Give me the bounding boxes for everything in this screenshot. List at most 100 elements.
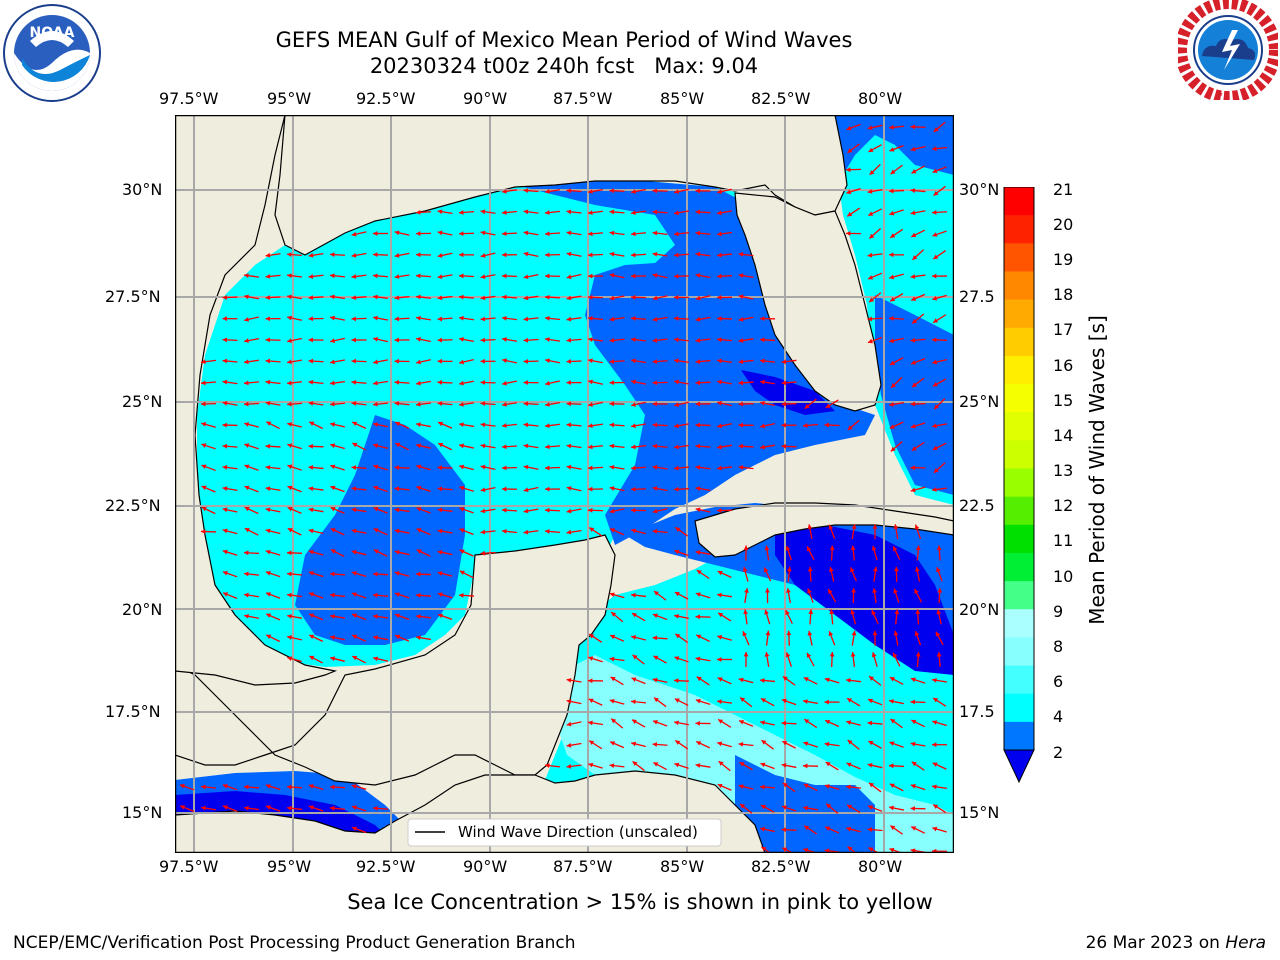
- wind-wave-arrow: [867, 124, 883, 131]
- wind-wave-arrow: [609, 508, 625, 514]
- wind-wave-arrow: [932, 697, 947, 707]
- wind-wave-arrow: [609, 380, 625, 386]
- wind-wave-arrow: [742, 566, 749, 582]
- wind-wave-arrow: [415, 231, 432, 236]
- wind-wave-arrow: [652, 422, 668, 428]
- wind-wave-arrow: [932, 378, 947, 387]
- wind-wave-arrow: [587, 337, 604, 342]
- wind-wave-arrow: [631, 741, 646, 748]
- wind-wave-arrow: [630, 273, 647, 279]
- wind-wave-arrow: [695, 720, 711, 726]
- wind-wave-arrow: [631, 401, 646, 407]
- wind-wave-arrow: [394, 592, 410, 599]
- wind-wave-arrow: [330, 548, 345, 558]
- wind-wave-arrow: [609, 337, 625, 343]
- colorbar-segment: [1004, 187, 1034, 216]
- wind-wave-arrow: [868, 292, 882, 303]
- wind-wave-arrow: [222, 379, 238, 385]
- wind-wave-arrow: [329, 784, 346, 790]
- wind-wave-arrow: [673, 273, 690, 279]
- wind-wave-arrow: [265, 592, 281, 599]
- wind-wave-arrow: [630, 699, 647, 705]
- wind-wave-arrow: [889, 292, 904, 302]
- svg-text:NOAA: NOAA: [30, 25, 75, 41]
- wind-wave-arrow: [932, 358, 947, 365]
- wind-wave-arrow: [200, 529, 217, 534]
- wind-wave-arrow: [781, 401, 797, 407]
- wind-wave-arrow: [544, 231, 561, 237]
- wind-wave-arrow: [566, 742, 582, 748]
- wind-wave-arrow: [674, 549, 689, 557]
- wind-wave-arrow: [287, 315, 302, 321]
- wind-wave-arrow: [244, 464, 259, 471]
- wind-wave-arrow: [890, 441, 903, 452]
- wind-wave-arrow: [329, 401, 346, 407]
- wind-wave-arrow: [868, 740, 882, 749]
- wind-wave-arrow: [867, 762, 883, 769]
- wind-wave-arrow: [351, 358, 367, 364]
- wind-wave-arrow: [717, 635, 732, 641]
- wind-wave-arrow: [394, 571, 410, 577]
- colorbar-segment: [1004, 496, 1034, 526]
- mean-period-2-4: [875, 295, 954, 495]
- wind-wave-arrow: [373, 336, 388, 343]
- wind-wave-arrow: [759, 358, 776, 364]
- wind-wave-arrow: [846, 188, 861, 195]
- wind-wave-arrow: [243, 571, 260, 577]
- wind-wave-arrow: [786, 630, 792, 646]
- wind-wave-arrow: [911, 313, 925, 324]
- wind-wave-arrow: [802, 699, 819, 705]
- footer-machine: Hera: [1225, 933, 1266, 953]
- lon-label: 90°W: [463, 857, 508, 876]
- wind-wave-arrow: [850, 567, 857, 582]
- wind-wave-arrow: [674, 379, 689, 385]
- wind-wave-arrow: [632, 760, 645, 772]
- wind-wave-arrow: [675, 526, 688, 537]
- wind-wave-arrow: [910, 741, 926, 747]
- wind-wave-arrow: [459, 337, 474, 343]
- wind-wave-arrow: [265, 784, 281, 791]
- wind-wave-arrow: [587, 210, 604, 215]
- wind-wave-arrow: [673, 210, 690, 216]
- wind-wave-arrow: [674, 633, 689, 644]
- wind-wave-arrow: [459, 528, 474, 536]
- wind-wave-arrow: [738, 401, 754, 407]
- wind-wave-arrow: [889, 676, 904, 685]
- legend-label: Wind Wave Direction (unscaled): [458, 823, 698, 841]
- wind-wave-arrow: [652, 188, 668, 194]
- wind-wave-arrow: [523, 422, 539, 428]
- wind-wave-arrow: [716, 379, 733, 385]
- wind-wave-arrow: [738, 443, 754, 449]
- wind-wave-arrow: [738, 719, 754, 727]
- wind-wave-arrow: [760, 697, 775, 707]
- wind-wave-arrow: [287, 337, 302, 343]
- wind-wave-arrow: [652, 295, 668, 301]
- wind-wave-arrow: [781, 443, 797, 449]
- footer-credit: NCEP/EMC/Verification Post Processing Pr…: [13, 933, 576, 953]
- wind-wave-arrow: [824, 699, 840, 705]
- wind-wave-arrow: [566, 316, 582, 322]
- wind-wave-arrow: [674, 591, 689, 600]
- wind-wave-arrow: [695, 209, 711, 215]
- wind-wave-arrow: [330, 359, 345, 365]
- wind-wave-arrow: [394, 486, 410, 492]
- wind-wave-arrow: [351, 337, 367, 343]
- wind-wave-arrow: [351, 634, 367, 642]
- wind-wave-arrow: [265, 571, 281, 578]
- wind-wave-arrow: [931, 273, 948, 279]
- wind-wave-arrow: [373, 464, 388, 471]
- mean-period-2-4: [835, 115, 954, 175]
- wind-wave-arrow: [201, 422, 216, 428]
- wind-wave-arrow: [265, 613, 281, 621]
- wind-wave-arrow: [373, 656, 388, 662]
- wind-wave-arrow: [222, 549, 238, 556]
- wind-wave-arrow: [828, 566, 835, 582]
- wind-wave-arrow: [308, 465, 324, 470]
- wind-wave-arrow: [437, 465, 453, 471]
- wind-wave-arrow: [330, 635, 345, 641]
- chart-title: GEFS MEAN Gulf of Mexico Mean Period of …: [276, 27, 853, 79]
- wind-wave-arrow: [695, 592, 711, 599]
- wind-wave-arrow: [308, 295, 324, 301]
- lon-label: 87.5°W: [553, 857, 613, 876]
- wind-wave-arrow: [738, 294, 754, 300]
